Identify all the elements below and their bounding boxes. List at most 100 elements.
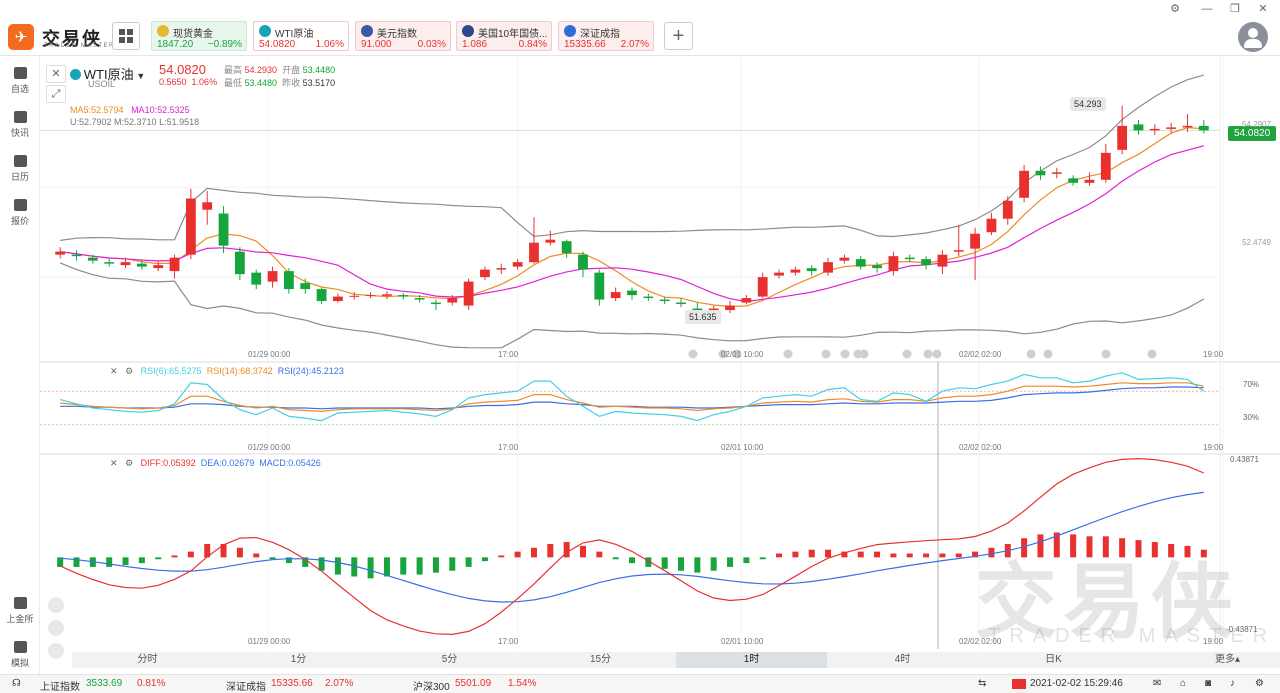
rsi-tick-70: 70% bbox=[1243, 380, 1260, 389]
quote-name: 深证成指 bbox=[580, 29, 620, 40]
camera-icon[interactable]: ◙ bbox=[1205, 678, 1212, 689]
quote-change: 2.07% bbox=[620, 39, 649, 50]
app-logo-icon: ✈ bbox=[8, 24, 34, 50]
sidebar-item-label: 快讯 bbox=[10, 128, 29, 138]
rsi-settings-icon[interactable]: ⚙ bbox=[125, 366, 134, 376]
period-tab[interactable]: 5分 bbox=[441, 654, 458, 665]
system-datetime: 2021-02-02 15:29:46 bbox=[1030, 678, 1123, 689]
status-bar: ☊ 上证指数 3533.69 0.81% 深证成指 15335.66 2.07%… bbox=[0, 674, 1280, 693]
candle-body bbox=[676, 302, 686, 305]
close-chart-button[interactable]: ✕ bbox=[46, 65, 66, 83]
symbol-logo-icon bbox=[70, 69, 81, 80]
candle-body bbox=[382, 294, 392, 296]
sidebar-item[interactable]: 自选 bbox=[0, 67, 40, 95]
candle-body bbox=[529, 242, 539, 263]
candle-body bbox=[888, 256, 899, 272]
message-icon[interactable]: ✉ bbox=[1153, 678, 1162, 689]
settings-gear-icon[interactable]: ⚙ bbox=[1255, 678, 1264, 689]
macd-bar bbox=[792, 551, 799, 558]
candle-body bbox=[251, 272, 262, 285]
candle-body bbox=[937, 254, 948, 267]
expand-icon[interactable]: ⤢ bbox=[46, 85, 66, 103]
period-tab[interactable]: 1时 bbox=[676, 652, 827, 668]
bookmark-icon bbox=[13, 67, 27, 79]
lock-icon[interactable]: ⌂ bbox=[1180, 678, 1187, 689]
macd-bar bbox=[187, 551, 194, 558]
period-tab[interactable]: 更多▴ bbox=[1214, 654, 1240, 665]
candle-body bbox=[774, 272, 784, 276]
macd-settings-icon[interactable]: ⚙ bbox=[125, 458, 134, 468]
period-tab[interactable]: 4时 bbox=[894, 654, 911, 665]
macd-label: MACD:0.05426 bbox=[259, 458, 321, 468]
sidebar-item[interactable]: 模拟 bbox=[0, 641, 40, 669]
macd-bar bbox=[776, 553, 783, 558]
ma10-label: MA10:52.5325 bbox=[131, 105, 190, 115]
macd-bar bbox=[57, 557, 64, 567]
macd-bar bbox=[923, 553, 930, 558]
macd-bar bbox=[988, 547, 995, 558]
candlestick-chart[interactable] bbox=[40, 57, 1280, 652]
quote-card[interactable]: 深证成指 15335.66 2.07% bbox=[558, 21, 654, 51]
quote-change: 1.06% bbox=[315, 39, 344, 50]
draw-pen-icon[interactable] bbox=[48, 620, 64, 636]
macd-bar bbox=[1184, 545, 1191, 558]
period-tab[interactable]: 1分 bbox=[290, 654, 307, 665]
quote-card[interactable]: WTI原油 54.0820 1.06% bbox=[253, 21, 349, 51]
macd-bar bbox=[1135, 540, 1142, 558]
candle-body bbox=[1002, 200, 1013, 219]
quote-name: 美元指数 bbox=[377, 29, 417, 40]
macd-bar bbox=[514, 551, 521, 558]
sh-index-change: 0.81% bbox=[137, 678, 166, 689]
candle-body bbox=[659, 299, 670, 302]
candle-body bbox=[267, 271, 278, 282]
macd-bar bbox=[906, 553, 913, 558]
symbol-dropdown-icon[interactable]: ▼ bbox=[136, 71, 146, 81]
sidebar-item-label: 自选 bbox=[10, 84, 29, 94]
close-button[interactable]: ✕ bbox=[1258, 3, 1268, 15]
macd-bar bbox=[416, 557, 423, 575]
settings-icon[interactable]: ⚙ bbox=[1170, 3, 1180, 15]
sidebar-item[interactable]: 日历 bbox=[0, 155, 40, 183]
hs300-change: 1.54% bbox=[508, 678, 537, 689]
macd-bar bbox=[596, 551, 603, 558]
indicator-icon[interactable] bbox=[48, 643, 64, 659]
volume-icon[interactable]: ♪ bbox=[1230, 678, 1235, 689]
symbol-name[interactable]: WTI原油 bbox=[83, 67, 134, 82]
candle-body bbox=[872, 265, 882, 269]
minimize-button[interactable]: — bbox=[1201, 3, 1213, 15]
time-axis-label: 02/01 10:00 bbox=[721, 443, 764, 452]
macd-bar bbox=[710, 557, 717, 571]
rsi-close-icon[interactable]: ✕ bbox=[110, 366, 118, 376]
quote-change: −0.89% bbox=[207, 39, 242, 50]
chart-area: ✕ ⤢ WTI原油 ▼ USOIL 54.0820 0.5650 1.06% 最… bbox=[40, 57, 1280, 652]
candle-body bbox=[284, 271, 294, 290]
sidebar-item[interactable]: 上金所 bbox=[0, 597, 40, 625]
sidebar-item[interactable]: 快讯 bbox=[0, 111, 40, 139]
restore-button[interactable]: ❐ bbox=[1230, 3, 1240, 15]
grid-menu-button[interactable] bbox=[112, 22, 140, 50]
us-flag-icon bbox=[361, 25, 373, 37]
time-axis-label: 02/02 02:00 bbox=[959, 443, 1002, 452]
quote-card[interactable]: 现货黄金 1847.20 −0.89% bbox=[151, 21, 247, 51]
macd-close-icon[interactable]: ✕ bbox=[110, 458, 118, 468]
quote-card[interactable]: 美元指数 91.000 0.03% bbox=[355, 21, 451, 51]
quote-price: 54.0820 bbox=[259, 39, 296, 50]
quote-card[interactable]: 美国10年国债... 1.086 0.84% bbox=[456, 21, 552, 51]
rsi14-line bbox=[60, 382, 1204, 413]
period-tab[interactable]: 15分 bbox=[589, 654, 612, 665]
macd-bar bbox=[432, 557, 439, 573]
candle-body bbox=[855, 259, 866, 267]
macd-bar bbox=[694, 557, 701, 573]
user-avatar[interactable] bbox=[1238, 22, 1268, 52]
sidebar-item-label: 报价 bbox=[10, 216, 29, 226]
sidebar-item[interactable]: 报价 bbox=[0, 199, 40, 227]
period-tab[interactable]: 分时 bbox=[137, 654, 158, 665]
sidebar-item-label: 日历 bbox=[10, 172, 29, 182]
network-icon: ⇆ bbox=[978, 678, 987, 689]
headset-icon[interactable]: ☊ bbox=[12, 678, 21, 689]
event-marker-icon bbox=[1147, 349, 1157, 359]
macd-bar bbox=[1200, 549, 1207, 558]
add-quote-button[interactable]: + bbox=[664, 22, 693, 50]
sliders-icon[interactable] bbox=[48, 597, 64, 613]
period-tab[interactable]: 日K bbox=[1045, 654, 1062, 665]
